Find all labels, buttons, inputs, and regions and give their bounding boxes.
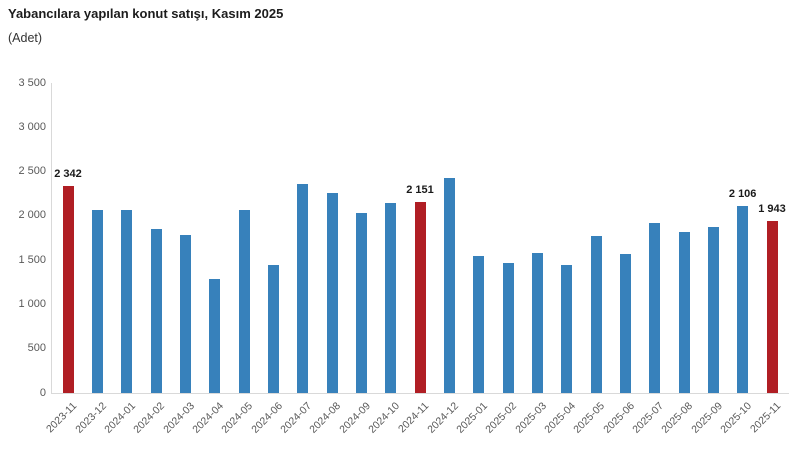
bar-2023-11 — [62, 186, 74, 393]
bar-2025-06 — [619, 254, 631, 393]
bar-2024-11 — [414, 202, 426, 393]
bar-2025-02 — [502, 263, 514, 393]
y-tick-label: 1 000 — [18, 297, 46, 310]
bar-2024-05 — [238, 210, 250, 393]
y-axis: 0 500 1 000 1 500 2 000 2 500 3 000 3 500 — [0, 77, 46, 399]
y-tick-label: 3 000 — [18, 120, 46, 133]
x-tick-label-2024-06: 2024-06 — [249, 400, 285, 436]
bar-2023-12 — [91, 210, 103, 393]
x-tick-label-2025-06: 2025-06 — [601, 400, 637, 436]
bar-2024-08 — [326, 193, 338, 393]
bar-2024-01 — [121, 210, 133, 393]
x-tick-label-2024-10: 2024-10 — [366, 400, 403, 436]
y-tick-label: 0 — [39, 386, 46, 399]
x-tick-label-2025-09: 2025-09 — [689, 400, 725, 436]
bar-2025-08 — [678, 232, 690, 393]
x-tick-label-2025-01: 2025-01 — [454, 400, 491, 436]
bar-2025-07 — [649, 223, 661, 393]
chart-unit-label: (Adet) — [8, 31, 43, 45]
bar-value-label-2024-11: 2 151 — [406, 184, 434, 196]
y-tick-label: 2 000 — [18, 209, 46, 222]
bar-2024-12 — [443, 178, 455, 393]
y-tick-label: 500 — [27, 342, 46, 355]
x-tick-label-2025-05: 2025-05 — [571, 400, 608, 436]
y-tick-label: 2 500 — [18, 165, 46, 178]
x-tick-label-2024-08: 2024-08 — [307, 400, 344, 436]
bar-2024-06 — [267, 265, 279, 393]
x-tick-label-2025-08: 2025-08 — [659, 400, 696, 436]
bar-value-label-2023-11: 2 342 — [54, 168, 82, 180]
bar-2025-11 — [766, 221, 778, 393]
x-tick-label-2025-04: 2025-04 — [542, 400, 579, 436]
plot-area: 2 342 2 151 2 106 1 943 — [51, 83, 789, 394]
x-tick-label-2025-07: 2025-07 — [630, 400, 667, 436]
x-tick-label-2024-12: 2024-12 — [425, 400, 461, 436]
x-tick-label-2024-04: 2024-04 — [190, 400, 227, 436]
y-tick-label: 3 500 — [18, 76, 46, 89]
bar-2025-09 — [707, 227, 719, 393]
x-tick-label-2024-02: 2024-02 — [131, 400, 168, 436]
x-tick-label-2024-05: 2024-05 — [219, 400, 256, 436]
x-tick-label-2024-09: 2024-09 — [337, 400, 373, 436]
x-tick-label-2025-11: 2025-11 — [748, 400, 784, 436]
x-tick-label-2024-01: 2024-01 — [102, 400, 139, 436]
bar-value-label-2025-11: 1 943 — [758, 203, 786, 215]
bar-2025-10 — [737, 206, 749, 393]
bar-2025-04 — [561, 265, 573, 393]
x-tick-label-2024-03: 2024-03 — [161, 400, 197, 436]
x-tick-label-2024-11: 2024-11 — [396, 400, 432, 436]
bar-2025-03 — [531, 253, 543, 393]
x-tick-label-2023-11: 2023-11 — [44, 400, 80, 436]
x-tick-label-2025-10: 2025-10 — [718, 400, 755, 436]
x-tick-label-2024-07: 2024-07 — [278, 400, 315, 436]
bar-2024-03 — [179, 235, 191, 393]
x-tick-label-2025-03: 2025-03 — [513, 400, 549, 436]
bar-2024-07 — [297, 184, 309, 393]
bar-2024-10 — [385, 203, 397, 393]
bar-2025-05 — [590, 236, 602, 393]
x-tick-label-2023-12: 2023-12 — [73, 400, 109, 436]
x-tick-label-2025-02: 2025-02 — [483, 400, 520, 436]
y-tick-label: 1 500 — [18, 253, 46, 266]
bar-2024-02 — [150, 229, 162, 393]
bar-2025-01 — [473, 256, 485, 393]
bar-2024-09 — [355, 213, 367, 393]
bar-value-label-2025-10: 2 106 — [728, 188, 757, 200]
chart-title: Yabancılara yapılan konut satışı, Kasım … — [8, 6, 284, 21]
x-axis: 2023-11 2023-12 2024-01 2024-02 2024-03 2024-… — [44, 395, 788, 449]
bar-2024-04 — [209, 279, 221, 393]
